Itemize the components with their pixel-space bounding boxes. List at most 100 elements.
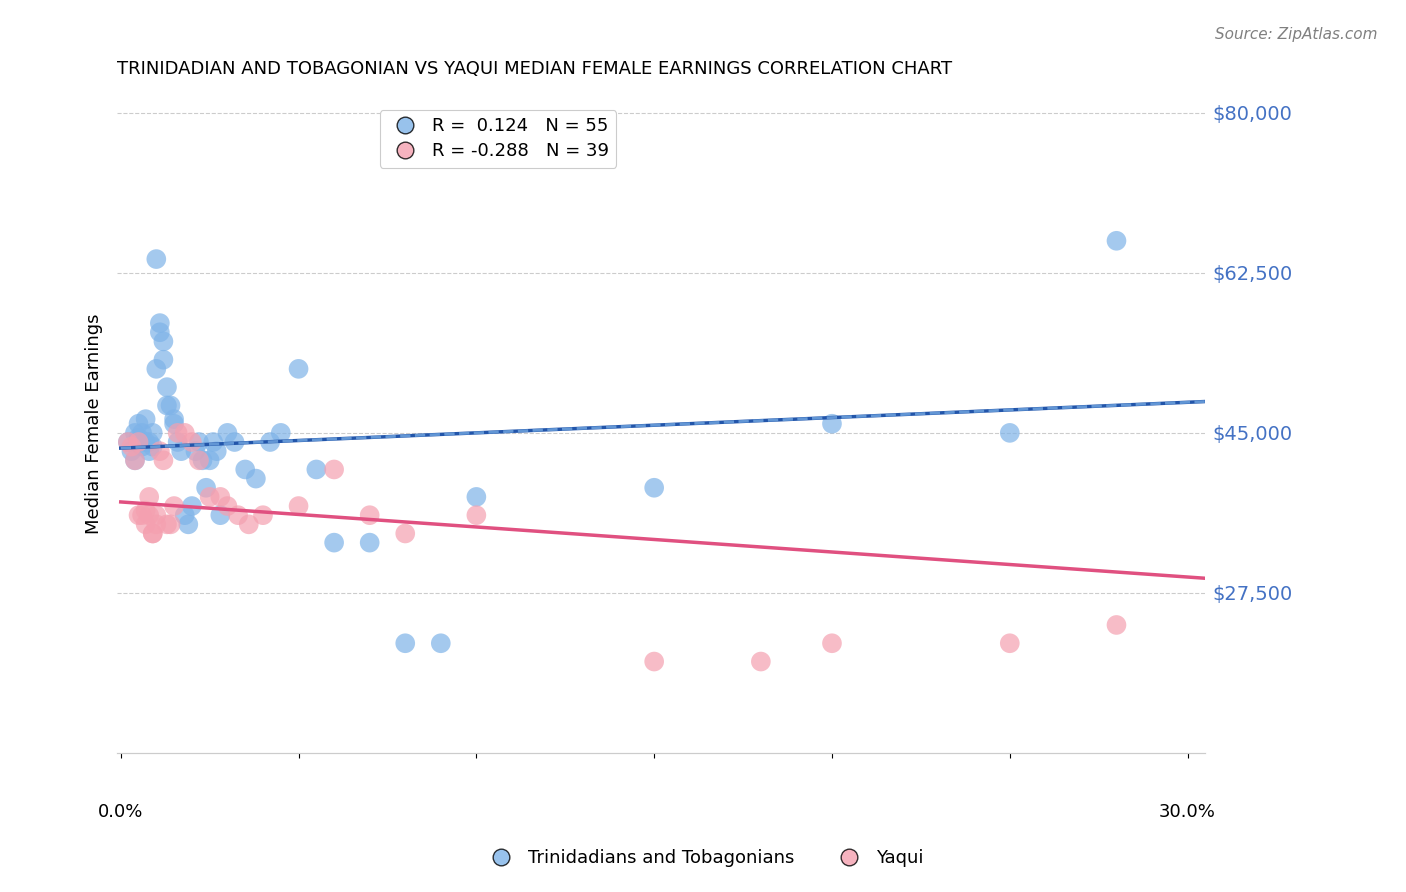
Point xyxy=(270,425,292,440)
Point xyxy=(120,440,142,454)
Point xyxy=(138,435,160,450)
Point xyxy=(135,435,157,450)
Point xyxy=(323,462,346,476)
Point xyxy=(287,499,309,513)
Legend: R =  0.124   N = 55, R = -0.288   N = 39: R = 0.124 N = 55, R = -0.288 N = 39 xyxy=(380,110,616,168)
Point xyxy=(166,425,188,440)
Point xyxy=(138,490,160,504)
Point xyxy=(233,462,256,476)
Point xyxy=(128,508,150,523)
Point xyxy=(195,481,218,495)
Point xyxy=(1105,618,1128,632)
Point xyxy=(209,490,232,504)
Point xyxy=(394,636,416,650)
Point xyxy=(124,453,146,467)
Point xyxy=(135,517,157,532)
Point xyxy=(184,444,207,458)
Point xyxy=(142,526,165,541)
Point xyxy=(465,508,488,523)
Point xyxy=(465,490,488,504)
Point xyxy=(128,430,150,444)
Point xyxy=(131,508,153,523)
Point xyxy=(138,444,160,458)
Point xyxy=(643,481,665,495)
Point xyxy=(749,655,772,669)
Text: 30.0%: 30.0% xyxy=(1159,804,1216,822)
Point xyxy=(821,417,844,431)
Point xyxy=(149,316,172,330)
Point xyxy=(156,380,179,394)
Point xyxy=(180,435,202,450)
Point xyxy=(205,444,228,458)
Point xyxy=(173,508,195,523)
Point xyxy=(198,453,221,467)
Point xyxy=(643,655,665,669)
Point xyxy=(394,526,416,541)
Point xyxy=(156,517,179,532)
Point xyxy=(156,399,179,413)
Point xyxy=(145,252,167,266)
Y-axis label: Median Female Earnings: Median Female Earnings xyxy=(86,313,103,534)
Point xyxy=(145,361,167,376)
Point xyxy=(117,435,139,450)
Point xyxy=(224,435,246,450)
Point xyxy=(152,352,174,367)
Point xyxy=(998,636,1021,650)
Point xyxy=(998,425,1021,440)
Point xyxy=(145,517,167,532)
Point xyxy=(191,453,214,467)
Point xyxy=(170,444,193,458)
Point xyxy=(188,453,211,467)
Point xyxy=(142,440,165,454)
Point xyxy=(124,453,146,467)
Point xyxy=(198,490,221,504)
Point xyxy=(259,435,281,450)
Point xyxy=(149,325,172,339)
Point xyxy=(138,508,160,523)
Point xyxy=(128,417,150,431)
Point xyxy=(305,462,328,476)
Point xyxy=(217,425,239,440)
Point xyxy=(359,508,381,523)
Point xyxy=(131,425,153,440)
Point xyxy=(238,517,260,532)
Point xyxy=(135,412,157,426)
Point xyxy=(202,435,225,450)
Point xyxy=(120,444,142,458)
Point xyxy=(180,499,202,513)
Point xyxy=(188,435,211,450)
Point xyxy=(430,636,453,650)
Point xyxy=(128,435,150,450)
Text: TRINIDADIAN AND TOBAGONIAN VS YAQUI MEDIAN FEMALE EARNINGS CORRELATION CHART: TRINIDADIAN AND TOBAGONIAN VS YAQUI MEDI… xyxy=(117,60,952,78)
Point xyxy=(142,425,165,440)
Point xyxy=(323,535,346,549)
Point xyxy=(217,499,239,513)
Point xyxy=(159,399,181,413)
Point xyxy=(142,526,165,541)
Point xyxy=(117,435,139,450)
Point xyxy=(163,499,186,513)
Point xyxy=(131,440,153,454)
Point xyxy=(359,535,381,549)
Point xyxy=(245,472,267,486)
Point xyxy=(209,508,232,523)
Point xyxy=(226,508,249,523)
Text: 0.0%: 0.0% xyxy=(98,804,143,822)
Point xyxy=(821,636,844,650)
Text: Source: ZipAtlas.com: Source: ZipAtlas.com xyxy=(1215,27,1378,42)
Point xyxy=(135,503,157,517)
Point xyxy=(149,444,172,458)
Point xyxy=(177,517,200,532)
Point xyxy=(124,425,146,440)
Point xyxy=(163,417,186,431)
Point xyxy=(145,508,167,523)
Point xyxy=(159,517,181,532)
Point xyxy=(173,425,195,440)
Point xyxy=(163,412,186,426)
Point xyxy=(252,508,274,523)
Point xyxy=(152,453,174,467)
Point xyxy=(152,334,174,349)
Point xyxy=(1105,234,1128,248)
Point xyxy=(166,435,188,450)
Legend: Trinidadians and Tobagonians, Yaqui: Trinidadians and Tobagonians, Yaqui xyxy=(475,842,931,874)
